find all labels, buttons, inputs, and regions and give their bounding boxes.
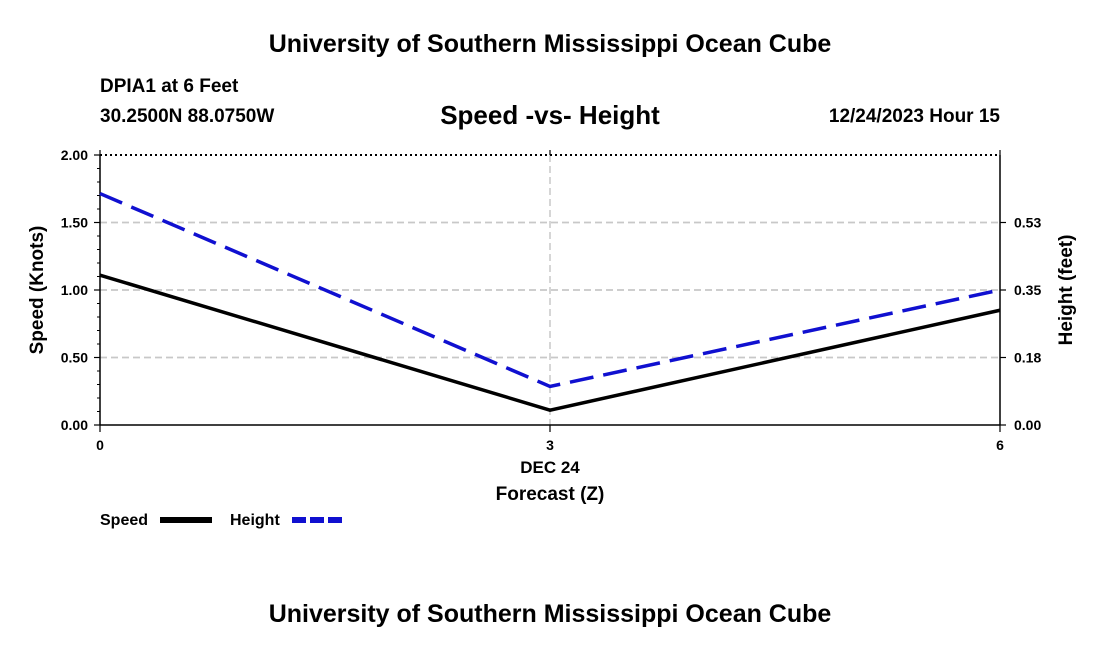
page-title-top: University of Southern Mississippi Ocean… — [268, 30, 832, 58]
series-line-speed — [99, 273, 1001, 412]
y-right-axis-label: Height (feet) — [1056, 235, 1077, 346]
axis-labels: 0.00 0.50 1.00 1.50 2.00 0.00 0.18 0.35 0.53 0 3 6 D… — [27, 147, 1077, 505]
legend-label-height: Height — [230, 512, 280, 529]
x-tick-label: 3 — [546, 437, 554, 453]
left-tick-label: 2.00 — [61, 147, 88, 163]
right-tick-label: 0.53 — [1014, 215, 1041, 231]
series-line-height — [99, 191, 1001, 389]
left-tick-label: 0.50 — [61, 350, 88, 366]
x-tick-label: 0 — [96, 437, 104, 453]
datetime-label: 12/24/2023 Hour 15 — [828, 106, 1000, 127]
legend: Speed Height — [100, 512, 342, 529]
right-tick-label: 0.35 — [1014, 282, 1041, 298]
station-label: DPIA1 at 6 Feet — [100, 76, 239, 97]
axes — [94, 150, 1006, 432]
y-left-axis-label: Speed (Knots) — [27, 226, 48, 355]
coordinates-label: 30.2500N 88.0750W — [100, 106, 275, 127]
grid-lines — [100, 155, 1000, 425]
right-tick-label: 0.18 — [1014, 350, 1041, 366]
x-sublabel: DEC 24 — [520, 458, 580, 477]
series-lines — [99, 191, 1001, 412]
left-tick-label: 1.50 — [61, 215, 88, 231]
right-tick-label: 0.00 — [1014, 417, 1041, 433]
left-tick-label: 1.00 — [61, 282, 88, 298]
x-tick-label: 6 — [996, 437, 1004, 453]
page-title-bottom: University of Southern Mississippi Ocean… — [268, 600, 832, 628]
chart-title: Speed -vs- Height — [440, 100, 660, 130]
legend-label-speed: Speed — [100, 512, 148, 529]
left-tick-label: 0.00 — [61, 417, 88, 433]
x-axis-label: Forecast (Z) — [496, 484, 605, 505]
